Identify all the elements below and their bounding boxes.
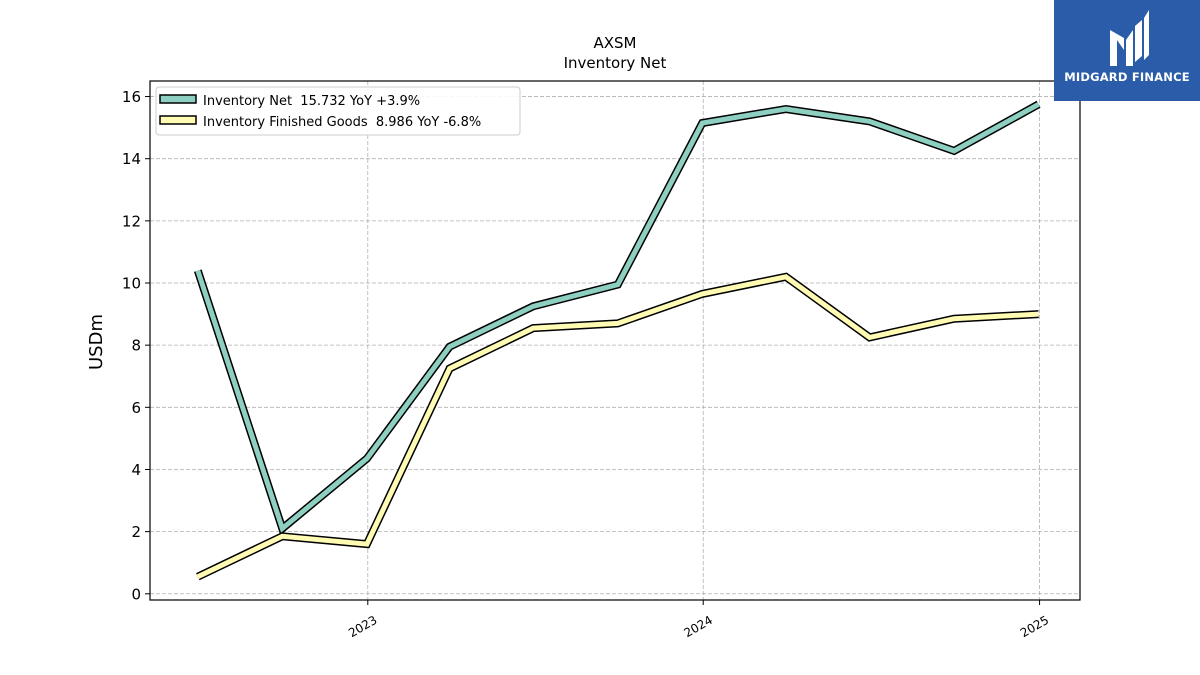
legend-swatch-inventory-finished-goods bbox=[159, 115, 197, 125]
axes: 0 2 4 6 8 10 12 14 16 2023 2024 2025 bbox=[122, 88, 1051, 640]
y-tick-label: 4 bbox=[131, 461, 141, 479]
y-axis-label: USDm bbox=[86, 314, 107, 370]
brand-logo-icon bbox=[1110, 10, 1149, 66]
legend-label-inventory-net: Inventory Net 15.732 YoY +3.9% bbox=[203, 94, 420, 109]
legend: Inventory Net 15.732 YoY +3.9% Inventory… bbox=[155, 86, 521, 136]
y-tick-label: 2 bbox=[131, 523, 141, 541]
series-lines bbox=[193, 100, 1041, 581]
legend-swatch-inventory-net bbox=[159, 94, 197, 104]
y-tick-label: 16 bbox=[122, 88, 141, 106]
y-tick-label: 10 bbox=[122, 275, 141, 293]
x-tick-label: 2025 bbox=[1018, 613, 1051, 640]
brand-logo: MIDGARD FINANCE bbox=[1054, 0, 1200, 101]
series-line-inventory-finished-goods bbox=[196, 274, 1039, 579]
y-tick-label: 0 bbox=[131, 585, 141, 603]
legend-box bbox=[155, 86, 521, 136]
x-tick-label: 2024 bbox=[681, 613, 714, 640]
y-tick-label: 14 bbox=[122, 150, 141, 168]
y-tick-label: 12 bbox=[122, 212, 141, 230]
brand-name: MIDGARD FINANCE bbox=[1064, 70, 1190, 84]
chart-title: AXSM bbox=[593, 34, 636, 52]
legend-label-inventory-finished-goods: Inventory Finished Goods 8.986 YoY -6.8% bbox=[203, 115, 481, 130]
grid bbox=[150, 81, 1080, 600]
chart-subtitle: Inventory Net bbox=[564, 54, 667, 72]
plot-frame bbox=[149, 80, 1081, 601]
x-tick-label: 2023 bbox=[346, 613, 379, 640]
series-outline-inventory-net bbox=[193, 100, 1041, 536]
y-tick-label: 6 bbox=[131, 399, 141, 417]
y-tick-label: 8 bbox=[131, 337, 141, 355]
series-line-inventory-net bbox=[195, 102, 1040, 533]
